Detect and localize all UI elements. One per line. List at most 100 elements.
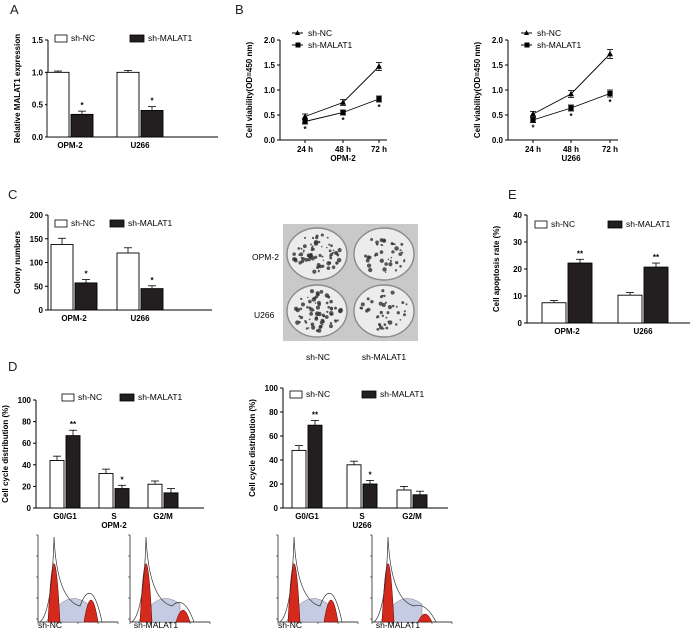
- colony-dot: [383, 323, 387, 326]
- y-axis-label: Relative MALAT1 expression: [13, 34, 22, 143]
- colony-dot: [318, 253, 322, 258]
- colony-dot: [403, 310, 406, 313]
- x-tick-label: OPM-2: [57, 141, 83, 150]
- y-axis-label: Cell viability(OD=450 nm): [473, 42, 482, 139]
- colony-dot: [389, 259, 393, 263]
- bar-sh-nc: [116, 252, 140, 311]
- colony-dot: [384, 271, 387, 274]
- colony-dot: [381, 302, 386, 308]
- histogram-plot: [276, 534, 359, 624]
- y-tick-label: 0: [274, 504, 279, 513]
- x-tick-label: U266: [130, 141, 150, 150]
- y-tick-label: 0.0: [264, 136, 276, 145]
- colony-dot: [329, 313, 333, 316]
- data-point-sh-nc: [607, 50, 613, 57]
- y-tick-label: 0: [39, 306, 44, 315]
- histogram-plot: [128, 534, 211, 624]
- colony-dot: [301, 257, 305, 261]
- row-label-u266: U266: [254, 310, 275, 320]
- colony-dot: [297, 247, 301, 250]
- y-tick-label: 0.0: [32, 133, 44, 142]
- legend-label-sh-nc: sh-NC: [551, 219, 575, 229]
- lines-B2: 24 h 48 h 72 h U266 * * *: [525, 49, 618, 163]
- legend-label-sh-malat1: sh-MALAT1: [537, 40, 582, 50]
- colony-dot: [313, 255, 318, 259]
- data-point-sh-nc: [376, 63, 382, 69]
- significance-mark: *: [84, 270, 88, 279]
- colony-dot: [379, 250, 384, 254]
- colony-dot: [385, 326, 389, 330]
- colony-dot: [403, 259, 406, 261]
- y-tick-label: 0.5: [32, 101, 44, 110]
- colony-dot: [368, 267, 373, 273]
- legend-swatch-sh-malat1: [119, 393, 135, 402]
- histogram-g2m-peak: [323, 600, 339, 623]
- bar-sh-nc: [46, 71, 70, 138]
- y-axis-label: Cell cycle distribution (%): [1, 405, 10, 503]
- bar-sh-nc: [50, 243, 74, 311]
- y-axis-C: 0 50 100 150 200 Colony numbers: [13, 211, 49, 315]
- colony-dot: [405, 303, 408, 306]
- culture-dish: [353, 227, 415, 281]
- x-axis-label: U266: [352, 521, 372, 530]
- x-tick-label: G0/G1: [53, 512, 77, 521]
- colony-dot: [304, 257, 309, 262]
- colony-dot: [308, 318, 311, 321]
- colony-dot: [376, 328, 380, 331]
- y-axis-E: 0 10 20 30 40 Cell apoptosis rate (%): [492, 211, 528, 328]
- bar-sh-malat1: [307, 424, 323, 509]
- histogram-caption: sh-NC: [38, 620, 62, 630]
- x-tick-label: G0/G1: [295, 512, 319, 521]
- panel-label-c: C: [8, 187, 17, 202]
- y-axis-D2: 0 20 40 60 80 100 Cell cycle distribution (%): [248, 384, 284, 513]
- colony-dot: [395, 260, 399, 265]
- y-tick-label: 60: [269, 432, 278, 441]
- histogram-g2m-peak: [83, 600, 99, 623]
- data-point-sh-malat1: [607, 90, 613, 97]
- y-tick-label: 20: [513, 265, 522, 274]
- colony-dot: [334, 319, 338, 323]
- legend-swatch-sh-nc: [289, 390, 303, 399]
- colony-dot: [363, 254, 367, 258]
- colony-dot: [329, 256, 333, 260]
- colony-dot: [376, 316, 378, 319]
- colony-dot: [390, 242, 394, 246]
- colony-dot: [383, 294, 386, 298]
- x-axis-label: OPM-2: [330, 154, 356, 163]
- colony-dot: [399, 319, 402, 321]
- colony-dot: [366, 307, 371, 312]
- bar-sh-malat1: [412, 494, 428, 509]
- colony-dot: [306, 305, 309, 309]
- legend-label-sh-nc: sh-NC: [537, 28, 561, 38]
- colony-dot: [333, 306, 337, 310]
- colony-dot: [375, 240, 379, 245]
- colony-dot: [328, 243, 331, 246]
- histogram-caption: sh-MALAT1: [376, 620, 421, 630]
- colony-dot: [305, 327, 309, 330]
- colony-dot: [300, 247, 303, 250]
- bar-sh-nc: [116, 71, 140, 138]
- y-tick-label: 200: [30, 211, 44, 220]
- colony-dot: [381, 289, 385, 293]
- significance-mark: *: [341, 116, 345, 125]
- x-tick-label: U266: [633, 327, 653, 336]
- colony-dot: [329, 321, 333, 325]
- colony-dot: [331, 265, 336, 270]
- legend-C: sh-NC sh-MALAT1: [54, 218, 173, 228]
- colony-dot: [379, 310, 383, 315]
- data-point-sh-nc: [340, 99, 346, 105]
- significance-mark: *: [531, 124, 535, 133]
- x-tick-label: U266: [130, 314, 150, 323]
- legend-label-sh-nc: sh-NC: [71, 218, 95, 228]
- colony-dot: [379, 295, 383, 299]
- significance-mark: **: [577, 249, 584, 258]
- colony-dot: [337, 248, 342, 253]
- bar-sh-malat1: [362, 483, 378, 509]
- bars-D1: ** G0/G1 * S G2/M OPM-2: [49, 420, 179, 530]
- col-label-sh-malat1: sh-MALAT1: [362, 352, 407, 362]
- histogram-caption: sh-NC: [278, 620, 302, 630]
- y-tick-label: 100: [30, 259, 44, 268]
- colony-dot: [381, 314, 385, 317]
- data-point-sh-malat1: [530, 117, 536, 123]
- colony-dot: [393, 243, 396, 246]
